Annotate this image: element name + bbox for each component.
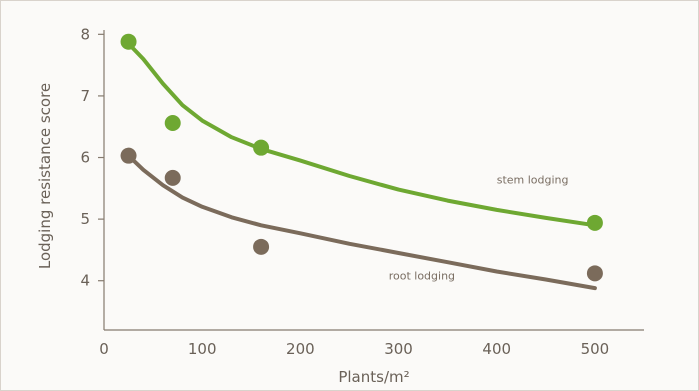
- y-tick-label: 5: [80, 210, 90, 228]
- y-axis-title: Lodging resistance score: [36, 83, 54, 269]
- axes: [103, 30, 644, 331]
- data-point: [253, 238, 270, 255]
- x-tick-label: 500: [581, 340, 610, 358]
- series-annotations: stem lodging root lodging: [389, 173, 569, 282]
- data-point: [586, 214, 603, 231]
- series-annotation: root lodging: [389, 269, 455, 282]
- trend-line: [126, 41, 597, 228]
- series-annotation: stem lodging: [497, 173, 569, 186]
- trend-line: [126, 153, 597, 291]
- y-tick-label: 7: [80, 87, 90, 105]
- data-point: [120, 33, 137, 50]
- x-tick-label: 200: [286, 340, 315, 358]
- x-tick-label: 0: [99, 340, 109, 358]
- x-tick-label: 100: [188, 340, 217, 358]
- y-tick-label: 6: [80, 149, 90, 167]
- x-tick-labels: 0 100 200 300 400 500: [99, 340, 609, 358]
- x-axis-title: Plants/m²: [338, 368, 409, 386]
- y-tick-label: 8: [80, 25, 90, 43]
- trend-lines: [126, 41, 597, 291]
- data-point: [253, 139, 270, 156]
- data-point: [120, 147, 137, 164]
- data-point: [164, 169, 181, 186]
- y-tick-labels: 4 5 6 7 8: [80, 25, 104, 290]
- data-points: [120, 33, 603, 282]
- data-point: [164, 115, 181, 132]
- y-tick-label: 4: [80, 272, 90, 290]
- x-tick-label: 400: [482, 340, 511, 358]
- x-tick-label: 300: [384, 340, 413, 358]
- data-point: [586, 265, 603, 282]
